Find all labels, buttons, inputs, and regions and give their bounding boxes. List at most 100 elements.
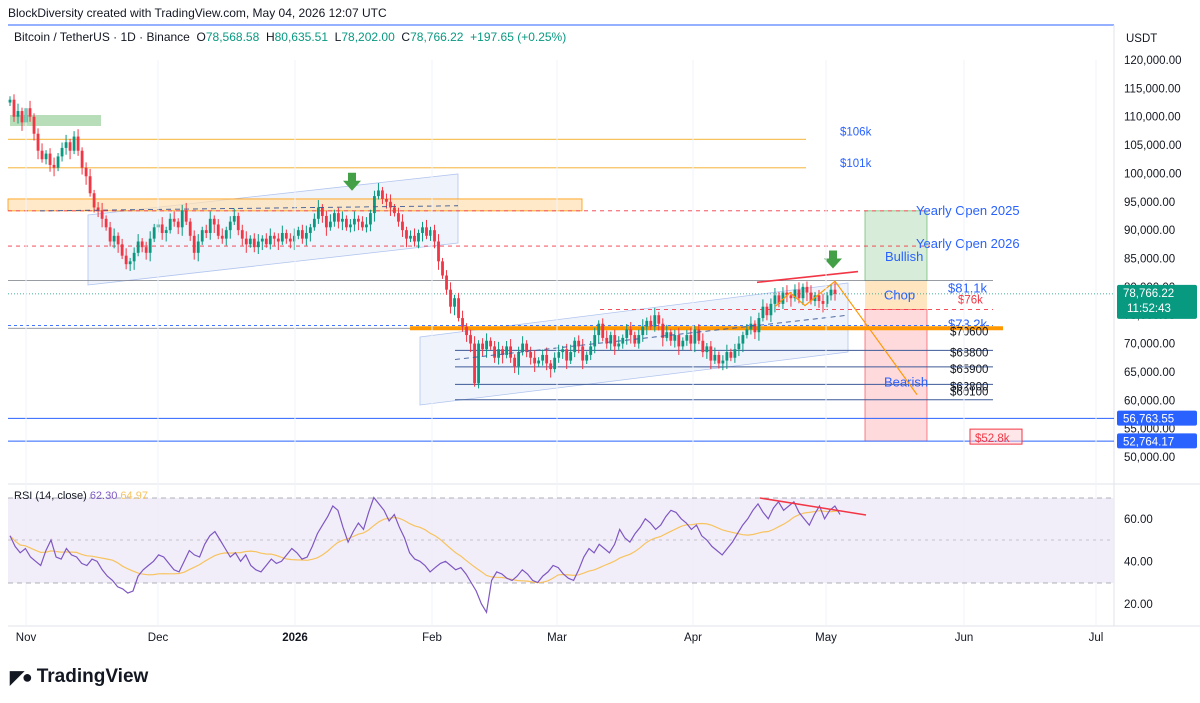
candle-body bbox=[469, 335, 472, 344]
candle-body bbox=[613, 335, 617, 347]
time-tick-label: Apr bbox=[684, 632, 702, 644]
price-tick-label: 85,000.00 bbox=[1124, 254, 1175, 266]
candle-body bbox=[597, 323, 601, 336]
tradingview-brand[interactable]: ◤● TradingView bbox=[10, 666, 148, 688]
candle-body bbox=[729, 352, 733, 358]
candle-body bbox=[753, 323, 757, 333]
candle-body bbox=[565, 349, 569, 361]
zone-label: Bearish bbox=[884, 375, 928, 390]
price-tick-label: 65,000.00 bbox=[1124, 367, 1175, 379]
candle-body bbox=[236, 215, 240, 231]
candles bbox=[8, 94, 837, 389]
candle-body bbox=[533, 357, 537, 364]
candle-body bbox=[36, 133, 40, 151]
candle-body bbox=[385, 198, 388, 202]
price-tick-label: 90,000.00 bbox=[1124, 225, 1175, 237]
candle-body bbox=[833, 289, 837, 294]
candle-body bbox=[717, 354, 721, 364]
candle-body bbox=[797, 289, 801, 299]
candle-body bbox=[701, 340, 705, 353]
rising-channel-feb-may bbox=[419, 282, 849, 406]
candle-body bbox=[461, 318, 464, 327]
candle-body bbox=[665, 332, 669, 338]
candle-body bbox=[765, 306, 769, 316]
change-value: +197.65 (+0.25%) bbox=[470, 30, 567, 44]
open-value: 78,568.58 bbox=[205, 30, 260, 44]
rsi-legend: RSI (14, close) 62.30 64.97 bbox=[14, 490, 148, 502]
price-tick-label: 105,000.00 bbox=[1124, 140, 1182, 152]
candle-body bbox=[593, 335, 597, 347]
candle-body bbox=[669, 332, 673, 341]
level-label: $81.1k bbox=[948, 281, 988, 296]
candle-body bbox=[116, 235, 120, 245]
zone-label: Bullish bbox=[885, 249, 923, 264]
currency-label[interactable]: USDT bbox=[1126, 33, 1157, 45]
candle-body bbox=[264, 238, 268, 245]
candle-body bbox=[180, 210, 184, 228]
candle-body bbox=[244, 238, 248, 245]
price-badge-label: 56,763.55 bbox=[1123, 414, 1174, 426]
candle-body bbox=[369, 213, 372, 225]
candle-body bbox=[485, 340, 488, 350]
candle-body bbox=[357, 218, 360, 222]
candle-body bbox=[252, 238, 256, 248]
rsi-ma-line bbox=[9, 510, 841, 584]
candle-body bbox=[553, 357, 557, 370]
candle-body bbox=[328, 221, 332, 228]
time-tick-label: Jul bbox=[1089, 632, 1104, 644]
chop-zone bbox=[865, 280, 927, 310]
candle-body bbox=[48, 153, 52, 165]
candle-body bbox=[493, 346, 496, 358]
candle-body bbox=[777, 295, 781, 304]
candle-body bbox=[637, 335, 641, 344]
rsi-label[interactable]: RSI (14, close) bbox=[14, 490, 87, 502]
candle-body bbox=[785, 292, 789, 296]
candle-body bbox=[577, 340, 581, 347]
price-tick-label: 110,000.00 bbox=[1124, 112, 1181, 124]
candle-body bbox=[204, 230, 208, 233]
arrow-down-icon bbox=[343, 172, 361, 191]
candle-body bbox=[280, 232, 284, 242]
candle-body bbox=[825, 295, 829, 304]
close-value: 78,766.22 bbox=[410, 30, 464, 44]
level-label: $106k bbox=[840, 126, 872, 138]
candle-body bbox=[789, 295, 793, 299]
arrow-down-icon bbox=[824, 250, 842, 269]
candle-body bbox=[693, 329, 697, 344]
last-price-label: 78,766.22 bbox=[1123, 288, 1174, 300]
candle-body bbox=[805, 286, 809, 293]
candle-body bbox=[537, 360, 541, 364]
candle-body bbox=[773, 295, 777, 304]
candle-body bbox=[733, 349, 737, 358]
level-lines: $106k $101k Yearly Open 2025 Yearly Open 20… bbox=[8, 126, 1114, 445]
time-axis[interactable]: Nov Dec 2026 Feb Mar Apr May Jun Jul bbox=[16, 60, 1104, 644]
time-tick-label: Feb bbox=[422, 632, 442, 644]
candle-body bbox=[781, 292, 785, 304]
candle-body bbox=[148, 238, 152, 253]
symbol-name[interactable]: Bitcoin / TetherUS · 1D · Binance bbox=[14, 30, 190, 44]
candle-body bbox=[409, 235, 412, 239]
candle-body bbox=[673, 335, 677, 341]
candle-body bbox=[365, 224, 368, 228]
rsi-axis: 60.00 40.00 20.00 bbox=[1124, 514, 1153, 611]
candle-body bbox=[341, 218, 344, 222]
candle-body bbox=[260, 238, 264, 242]
candle-body bbox=[232, 215, 236, 222]
price-tick-label: 60,000.00 bbox=[1124, 395, 1175, 407]
candle-body bbox=[60, 147, 64, 157]
candle-body bbox=[473, 343, 476, 384]
candle-body bbox=[489, 340, 492, 347]
candle-body bbox=[100, 210, 104, 219]
candle-body bbox=[761, 306, 765, 319]
candle-body bbox=[128, 261, 132, 265]
candle-body bbox=[72, 136, 76, 151]
level-label: Yearly Open 2025 bbox=[916, 203, 1020, 218]
candle-body bbox=[96, 207, 100, 211]
candle-body bbox=[685, 335, 689, 341]
candle-body bbox=[288, 238, 292, 242]
price-axis[interactable]: 120,000.00 115,000.00 110,000.00 105,000.00… bbox=[1117, 55, 1197, 464]
candle-body bbox=[697, 329, 701, 341]
candle-body bbox=[200, 230, 204, 242]
candle-body bbox=[609, 335, 613, 344]
